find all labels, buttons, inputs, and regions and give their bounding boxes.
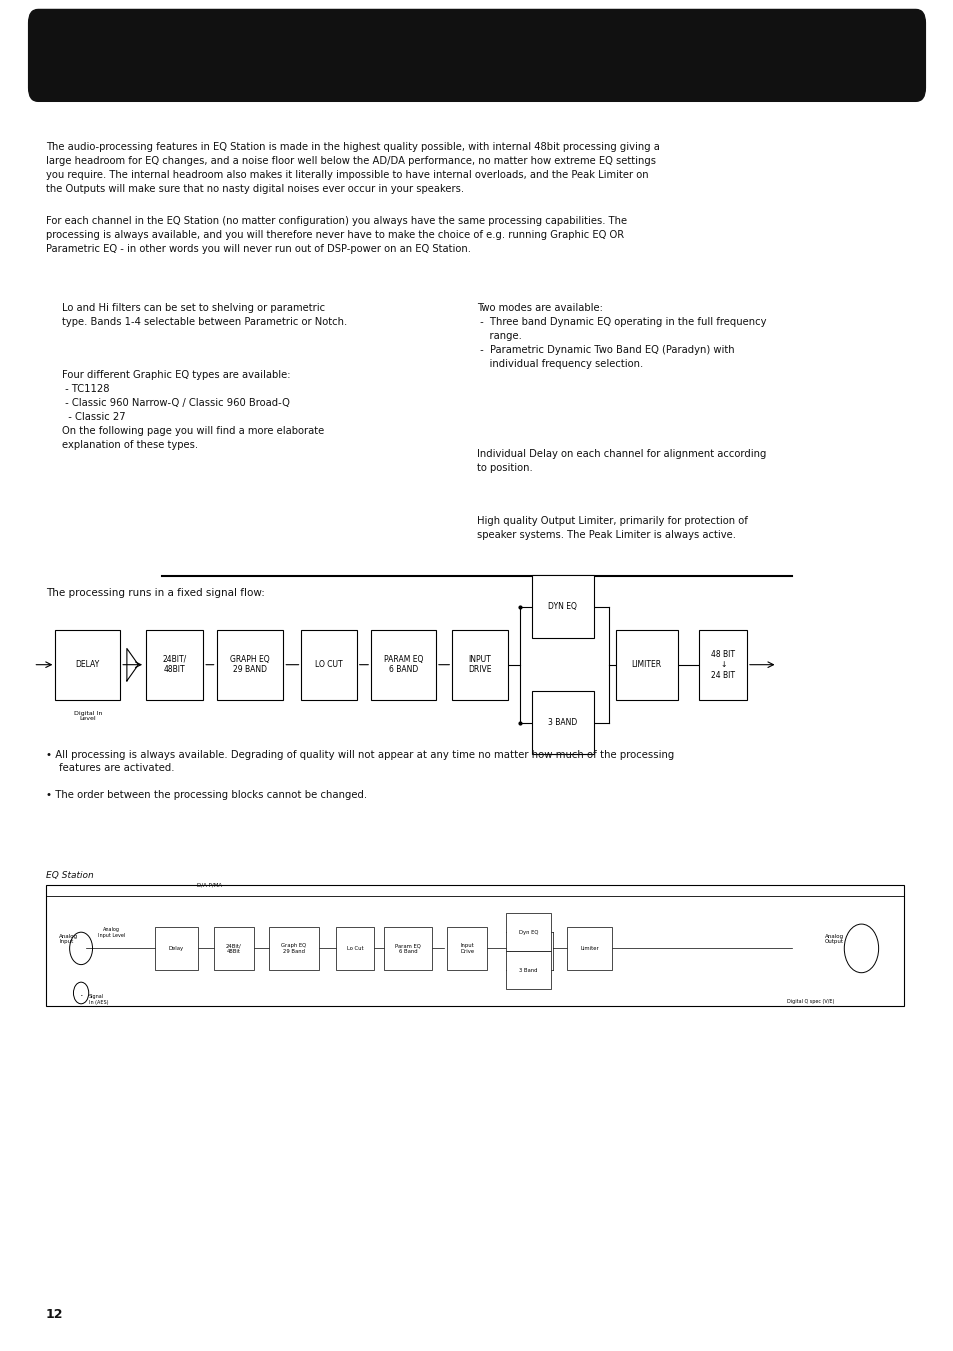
FancyBboxPatch shape	[46, 885, 903, 1006]
Text: Analog
Output: Analog Output	[824, 934, 843, 944]
FancyBboxPatch shape	[447, 927, 487, 970]
FancyBboxPatch shape	[384, 927, 432, 970]
Text: • All processing is always available. Degrading of quality will not appear at an: • All processing is always available. De…	[46, 750, 674, 773]
Text: Digital In
Level: Digital In Level	[73, 711, 102, 721]
Text: Delay: Delay	[169, 946, 184, 951]
Text: Two modes are available:
 -  Three band Dynamic EQ operating in the full frequen: Two modes are available: - Three band Dy…	[476, 303, 765, 369]
Text: EQ Station: EQ Station	[46, 871, 93, 881]
FancyBboxPatch shape	[335, 927, 374, 970]
Text: Analog
Input: Analog Input	[59, 934, 78, 944]
FancyBboxPatch shape	[505, 951, 551, 989]
Text: Limiter: Limiter	[579, 946, 598, 951]
Text: DYN EQ: DYN EQ	[548, 603, 577, 611]
Text: 24Bit/
48Bit: 24Bit/ 48Bit	[226, 943, 241, 954]
Text: Four different Graphic EQ types are available:
 - TC1128
 - Classic 960 Narrow-Q: Four different Graphic EQ types are avai…	[62, 370, 324, 450]
Text: Lo Cut: Lo Cut	[346, 946, 363, 951]
Text: 12: 12	[46, 1308, 63, 1321]
Text: GRAPH EQ
29 BAND: GRAPH EQ 29 BAND	[230, 655, 270, 674]
FancyBboxPatch shape	[154, 927, 198, 970]
Text: Param EQ
6 Band: Param EQ 6 Band	[395, 943, 420, 954]
FancyBboxPatch shape	[505, 913, 551, 951]
FancyBboxPatch shape	[301, 630, 356, 700]
Text: .: .	[79, 988, 83, 998]
Text: 48 BIT
↓
24 BIT: 48 BIT ↓ 24 BIT	[710, 650, 735, 680]
FancyBboxPatch shape	[55, 630, 120, 700]
FancyBboxPatch shape	[216, 630, 283, 700]
FancyBboxPatch shape	[29, 9, 924, 101]
Text: Digital Q spec (V/E): Digital Q spec (V/E)	[786, 998, 834, 1004]
FancyBboxPatch shape	[531, 576, 593, 638]
Text: DELAY: DELAY	[75, 661, 100, 669]
Text: The audio-processing features in EQ Station is made in the highest quality possi: The audio-processing features in EQ Stat…	[46, 142, 659, 193]
Text: For each channel in the EQ Station (no matter configuration) you always have the: For each channel in the EQ Station (no m…	[46, 216, 626, 254]
FancyBboxPatch shape	[531, 692, 593, 754]
FancyBboxPatch shape	[566, 927, 612, 970]
Text: 24BIT/
48BIT: 24BIT/ 48BIT	[162, 655, 187, 674]
Text: Individual Delay on each channel for alignment according
to position.: Individual Delay on each channel for ali…	[476, 449, 765, 473]
Text: Signal
In (AES): Signal In (AES)	[89, 994, 108, 1005]
Text: Input
Drive: Input Drive	[460, 943, 474, 954]
Text: LO CUT: LO CUT	[315, 661, 342, 669]
Text: Graph EQ
29 Band: Graph EQ 29 Band	[281, 943, 306, 954]
FancyBboxPatch shape	[371, 630, 436, 700]
Text: Dyn EQ: Dyn EQ	[518, 929, 537, 935]
Text: The processing runs in a fixed signal flow:: The processing runs in a fixed signal fl…	[46, 588, 264, 597]
Text: High quality Output Limiter, primarily for protection of
speaker systems. The Pe: High quality Output Limiter, primarily f…	[476, 516, 747, 540]
FancyBboxPatch shape	[699, 630, 746, 700]
FancyBboxPatch shape	[616, 630, 677, 700]
Text: 3 Band: 3 Band	[518, 967, 537, 973]
FancyBboxPatch shape	[452, 630, 507, 700]
Text: INPUT
DRIVE: INPUT DRIVE	[468, 655, 491, 674]
Text: D/A P/MA: D/A P/MA	[197, 882, 222, 888]
FancyBboxPatch shape	[269, 927, 318, 970]
Text: Lo and Hi filters can be set to shelving or parametric
type. Bands 1-4 selectabl: Lo and Hi filters can be set to shelving…	[62, 303, 347, 327]
Text: • The order between the processing blocks cannot be changed.: • The order between the processing block…	[46, 790, 367, 800]
FancyBboxPatch shape	[213, 927, 253, 970]
Text: Analog
Input Level: Analog Input Level	[98, 927, 125, 938]
Text: PARAM EQ
6 BAND: PARAM EQ 6 BAND	[383, 655, 423, 674]
Text: 3 BAND: 3 BAND	[548, 719, 577, 727]
FancyBboxPatch shape	[146, 630, 203, 700]
Text: LIMITER: LIMITER	[631, 661, 661, 669]
